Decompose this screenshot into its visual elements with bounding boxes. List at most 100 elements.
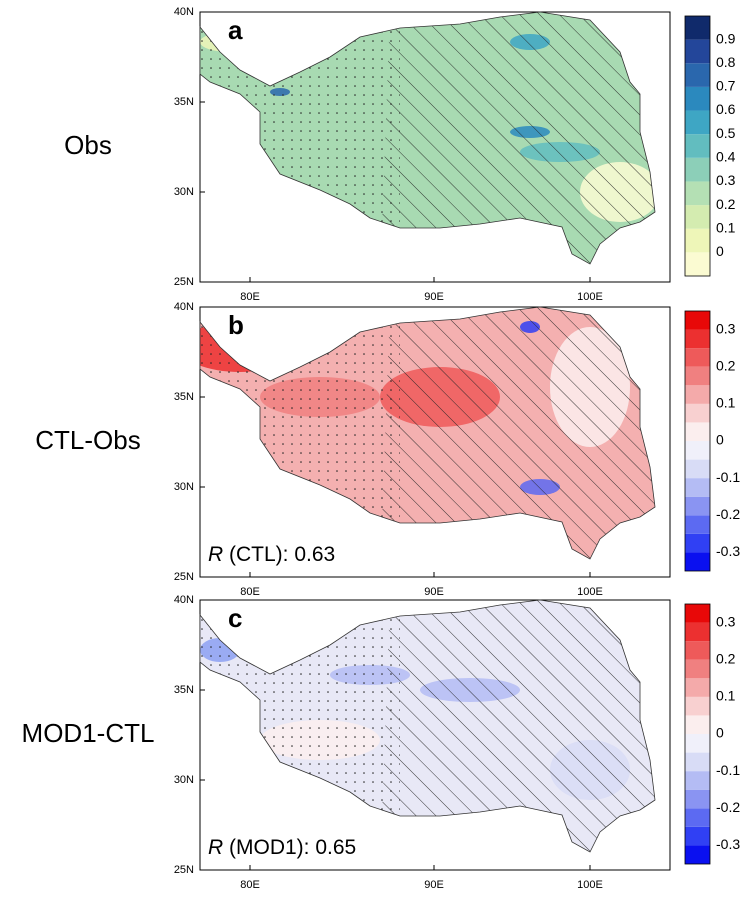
panel-letter: a bbox=[228, 15, 243, 45]
colorbar-box bbox=[685, 441, 710, 460]
colorbar-box bbox=[685, 771, 710, 790]
x-tick-label: 100E bbox=[577, 879, 603, 891]
map-panel: c R (MOD1): 0.65 80E 90E 100E 40N 35N 30N 25N bbox=[174, 594, 671, 891]
annotation-var: R bbox=[208, 543, 223, 566]
y-tick-label: 30N bbox=[174, 774, 194, 786]
colorbar-box bbox=[685, 422, 710, 441]
colorbar-box bbox=[685, 181, 710, 206]
colorbar-label: 0.3 bbox=[716, 320, 736, 336]
x-tick-label: 100E bbox=[577, 291, 603, 303]
colorbar-box bbox=[685, 515, 710, 534]
annotation-text: (CTL): 0.63 bbox=[223, 543, 335, 566]
map-panel: a 80E 90E 100E 40N 35N 30N 25N bbox=[174, 6, 671, 303]
hatching bbox=[380, 307, 655, 559]
hatching bbox=[380, 600, 655, 852]
colorbar-label: 0.1 bbox=[716, 395, 736, 411]
y-tick-label: 30N bbox=[174, 481, 194, 493]
colorbar-box bbox=[685, 39, 710, 64]
colorbar-box bbox=[685, 659, 710, 679]
colorbar-box bbox=[685, 403, 710, 423]
y-tick-label: 25N bbox=[174, 571, 194, 583]
colorbar-label: 0.1 bbox=[716, 688, 736, 704]
colorbar-label: 0 bbox=[716, 243, 724, 259]
colorbar-box bbox=[685, 845, 710, 864]
colorbar-label: 0.2 bbox=[716, 650, 736, 666]
colorbar: -0.3 -0.2 -0.1 0 0.1 0.2 0.3 bbox=[684, 603, 740, 865]
x-tick-label: 90E bbox=[424, 879, 444, 891]
colorbar-box bbox=[685, 752, 710, 772]
colorbar-box bbox=[685, 459, 710, 479]
colorbar-label: 0.6 bbox=[716, 101, 736, 117]
colorbar-box bbox=[685, 348, 710, 367]
colorbar-box bbox=[685, 157, 710, 182]
x-tick-label: 80E bbox=[240, 586, 260, 598]
colorbar-box bbox=[685, 496, 710, 516]
x-tick-label: 80E bbox=[240, 291, 260, 303]
colorbar-box bbox=[685, 366, 710, 386]
colorbar-box bbox=[685, 63, 710, 87]
y-tick-label: 40N bbox=[174, 301, 194, 313]
y-tick-label: 35N bbox=[174, 684, 194, 696]
colorbar-box bbox=[685, 604, 710, 623]
colorbar-label: -0.2 bbox=[716, 799, 740, 815]
y-tick-label: 30N bbox=[174, 186, 194, 198]
y-tick-label: 35N bbox=[174, 96, 194, 108]
colorbar-box bbox=[685, 826, 710, 846]
colorbar-label: 0.3 bbox=[716, 613, 736, 629]
annotation: R (MOD1): 0.65 bbox=[208, 836, 356, 859]
colorbar-label: 0.5 bbox=[716, 125, 736, 141]
annotation-text: (MOD1): 0.65 bbox=[223, 836, 356, 859]
colorbar-box bbox=[685, 734, 710, 753]
colorbar-box bbox=[685, 252, 710, 276]
colorbar-frame bbox=[684, 603, 711, 865]
colorbar-label: 0.1 bbox=[716, 219, 736, 235]
colorbar-box bbox=[685, 385, 710, 404]
colorbar-label: -0.2 bbox=[716, 506, 740, 522]
colorbar-box bbox=[685, 311, 710, 330]
colorbar-box bbox=[685, 622, 710, 642]
y-tick-label: 40N bbox=[174, 594, 194, 606]
colorbar-label: -0.1 bbox=[716, 469, 740, 485]
panel-letter: c bbox=[228, 603, 242, 633]
colorbar-label: 0.2 bbox=[716, 357, 736, 373]
x-tick-label: 80E bbox=[240, 879, 260, 891]
row-label: Obs bbox=[64, 130, 112, 160]
colorbar-label: 0.7 bbox=[716, 78, 736, 94]
y-tick-label: 35N bbox=[174, 391, 194, 403]
colorbar-box bbox=[685, 16, 710, 40]
colorbar-box bbox=[685, 715, 710, 734]
colorbar-box bbox=[685, 478, 710, 497]
colorbar-box bbox=[685, 789, 710, 809]
colorbar-box bbox=[685, 641, 710, 660]
colorbar-box bbox=[685, 678, 710, 697]
map-panel: b R (CTL): 0.63 80E 90E 100E 40N 35N 30N 25N bbox=[174, 301, 671, 598]
colorbar-label: 0.3 bbox=[716, 172, 736, 188]
colorbar-box bbox=[685, 228, 710, 253]
colorbar-box bbox=[685, 533, 710, 553]
colorbar-label: 0.8 bbox=[716, 54, 736, 70]
colorbar-box bbox=[685, 134, 710, 158]
colorbar: 0 0.1 0.2 0.3 0.4 0.5 0.6 0.7 0.8 0.9 bbox=[684, 15, 736, 277]
colorbar-label: -0.3 bbox=[716, 543, 740, 559]
hatching bbox=[380, 12, 655, 264]
row-label: CTL-Obs bbox=[35, 425, 140, 455]
y-tick-label: 25N bbox=[174, 276, 194, 288]
colorbar-box bbox=[685, 808, 710, 827]
annotation: R (CTL): 0.63 bbox=[208, 543, 335, 566]
x-tick-label: 100E bbox=[577, 586, 603, 598]
colorbar-frame bbox=[684, 15, 711, 277]
colorbar-label: 0 bbox=[716, 725, 724, 741]
y-tick-label: 25N bbox=[174, 864, 194, 876]
colorbar-label: 0.4 bbox=[716, 149, 736, 165]
colorbar-box bbox=[685, 110, 710, 135]
colorbar-frame bbox=[684, 310, 711, 572]
colorbar-box bbox=[685, 86, 710, 111]
colorbar-label: 0.2 bbox=[716, 196, 736, 212]
colorbar: -0.3 -0.2 -0.1 0 0.1 0.2 0.3 bbox=[684, 310, 740, 572]
colorbar-box bbox=[685, 205, 710, 229]
annotation-var: R bbox=[208, 836, 223, 859]
colorbar-box bbox=[685, 552, 710, 571]
colorbar-label: -0.1 bbox=[716, 762, 740, 778]
colorbar-label: 0.9 bbox=[716, 30, 736, 46]
